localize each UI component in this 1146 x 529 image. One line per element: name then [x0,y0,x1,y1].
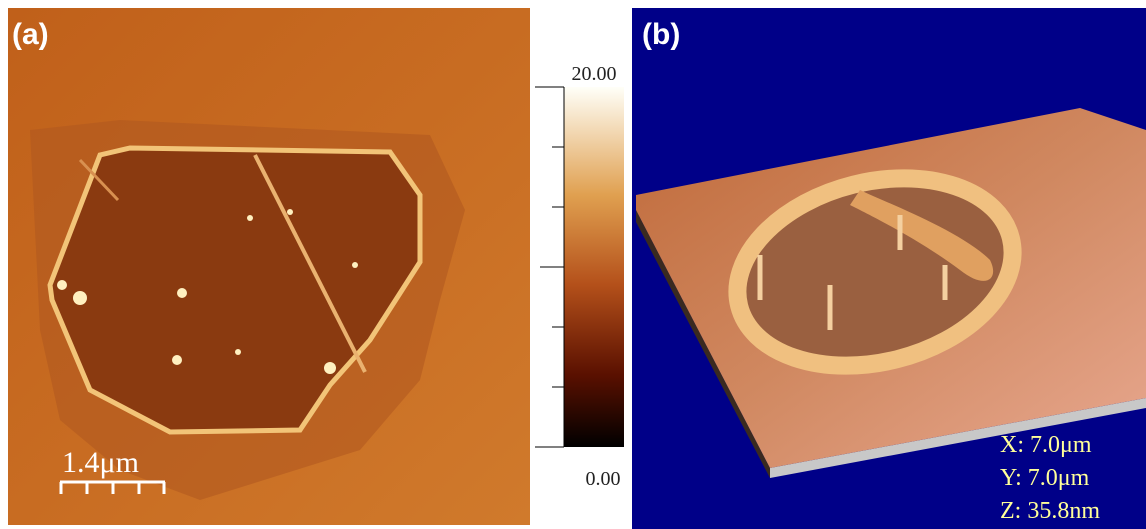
panel-label: (b) [642,18,680,51]
dimension-label: Z: 35.8nm [1000,498,1100,524]
colorbar-ticks [535,87,564,447]
dimension-label: X: 7.0μm [1000,432,1092,458]
scale-bar-label: 1.4μm [62,446,139,479]
panel-b: X: 7.0μm Y: 7.0μm Z: 35.8nm (b) [632,8,1146,529]
colorbar: 20.00 0.00 [535,63,624,490]
page: (a) 1.4μm 20.00 0.00 X: 7.0μm [0,0,1146,529]
colorbar-max: 20.00 [572,63,617,85]
colorbar-min: 0.00 [586,468,621,490]
panel-a: (a) 1.4μm [8,8,530,525]
colorbar-gradient [564,87,624,447]
panel-label: (a) [12,18,49,51]
dimension-label: Y: 7.0μm [1000,465,1090,491]
figure: (a) 1.4μm 20.00 0.00 X: 7.0μm [0,0,1146,529]
